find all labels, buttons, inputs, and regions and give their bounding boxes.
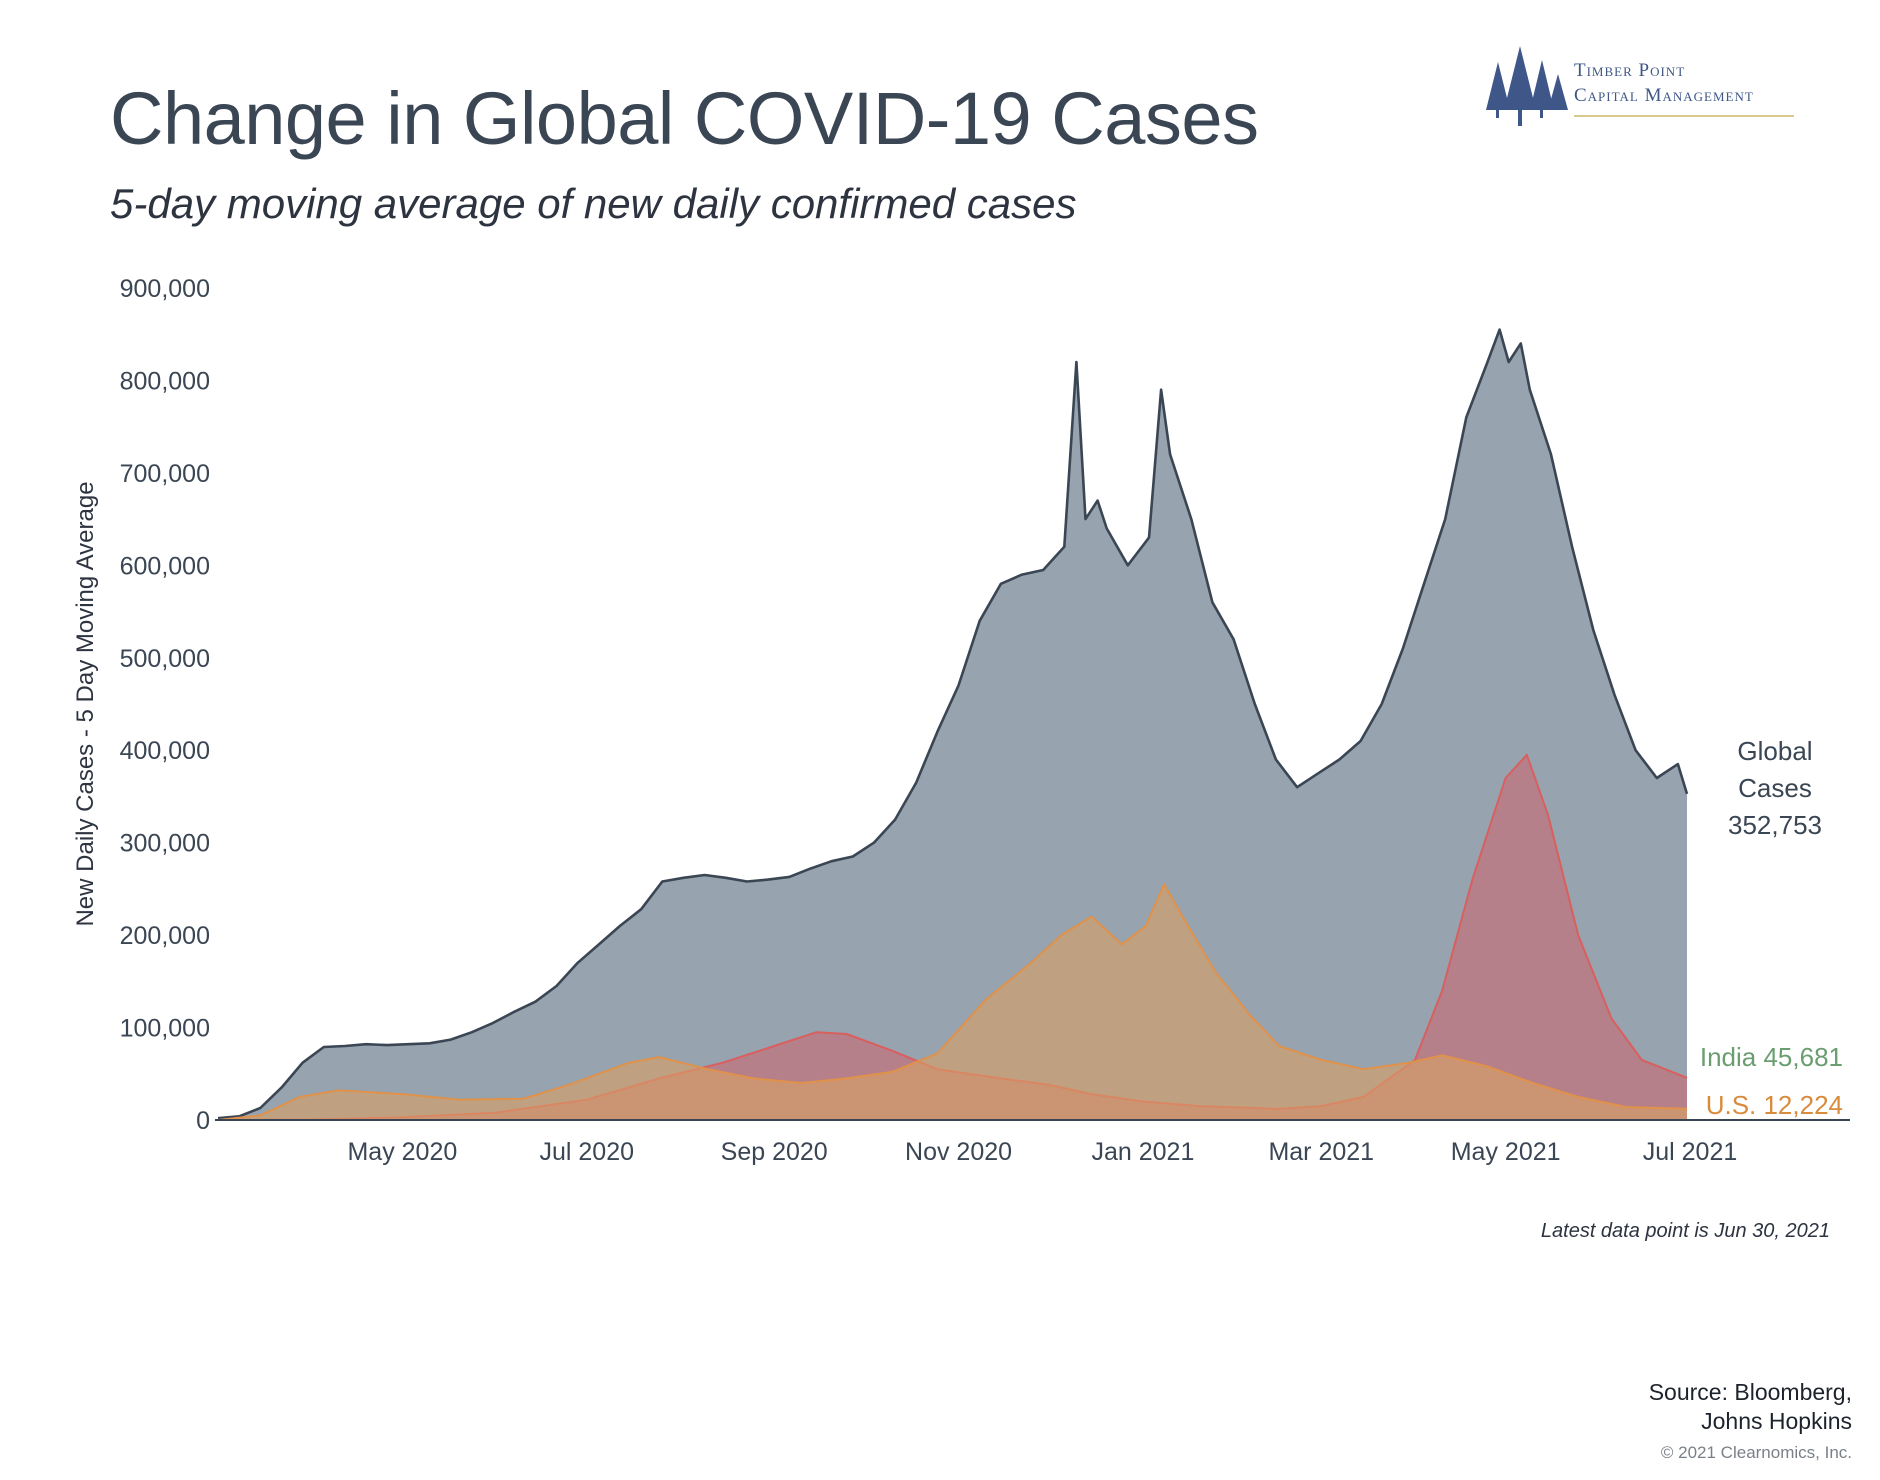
x-tick-label: Jan 2021: [1091, 1138, 1194, 1166]
us-label: U.S. 12,224: [1706, 1090, 1843, 1120]
y-tick-label: 400,000: [120, 737, 210, 765]
x-tick-label: Jul 2021: [1643, 1138, 1738, 1166]
series-area-india: [218, 754, 1687, 1120]
global-cases-label: Global: [1737, 736, 1812, 766]
global-cases-label: Cases: [1738, 773, 1812, 803]
y-tick-label: 700,000: [120, 460, 210, 488]
x-tick-label: Sep 2020: [721, 1138, 828, 1166]
y-tick-label: 200,000: [120, 922, 210, 950]
latest-data-note: Latest data point is Jun 30, 2021: [1540, 1220, 1830, 1242]
x-tick-label: Nov 2020: [905, 1138, 1012, 1166]
page-title: Change in Global COVID-19 Cases: [110, 77, 1259, 160]
x-tick-label: May 2020: [347, 1138, 457, 1166]
logo: Timber Point Capital Management: [1480, 40, 1800, 130]
y-tick-label: 500,000: [120, 645, 210, 673]
source-line-2: Johns Hopkins: [1701, 1408, 1852, 1434]
y-tick-label: 800,000: [120, 367, 210, 395]
series-line-u-s: [217, 883, 1688, 1121]
pine-trees-icon: [1486, 46, 1568, 126]
y-tick-label: 600,000: [120, 552, 210, 580]
series-area-global-cases: [218, 329, 1687, 1121]
y-axis-title: New Daily Cases - 5 Day Moving Average: [72, 481, 99, 926]
global-cases-label: 352,753: [1728, 810, 1822, 840]
source-credit: Source: Bloomberg, Johns Hopkins: [1500, 1378, 1852, 1436]
series-line-global-cases: [217, 328, 1689, 1120]
x-tick-label: May 2021: [1451, 1138, 1561, 1166]
x-tick-label: Mar 2021: [1268, 1138, 1374, 1166]
chart-subtitle: 5-day moving average of new daily confir…: [110, 180, 1077, 227]
y-tick-label: 0: [196, 1107, 210, 1135]
logo-divider: [1574, 115, 1794, 117]
source-line-1: Source: Bloomberg,: [1648, 1379, 1852, 1405]
logo-text-line2: Capital Management: [1574, 85, 1754, 106]
copyright: © 2021 Clearnomics, Inc.: [1660, 1443, 1852, 1462]
series-area-u-s: [218, 884, 1687, 1120]
y-tick-label: 100,000: [120, 1015, 210, 1043]
logo-text-line1: Timber Point: [1574, 60, 1686, 81]
y-tick-label: 300,000: [120, 830, 210, 858]
y-tick-label: 900,000: [120, 275, 210, 303]
india-label: India 45,681: [1700, 1042, 1843, 1072]
x-tick-label: Jul 2020: [539, 1138, 634, 1166]
